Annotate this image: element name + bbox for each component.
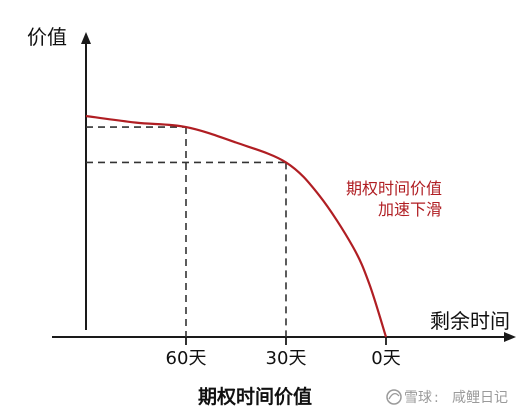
reference-guides <box>86 126 287 337</box>
chart-title: 期权时间价值 <box>198 385 312 408</box>
x-axis-label: 剩余时间 <box>430 309 510 333</box>
x-tick-label: 0天 <box>371 348 400 369</box>
watermark-separator: : <box>434 390 439 406</box>
y-axis-arrow <box>81 32 91 44</box>
x-axis-arrow <box>504 332 516 342</box>
watermark: 雪球 : 咸鲤日记 <box>386 389 508 406</box>
y-axis-label: 价值 <box>27 25 67 49</box>
time-value-curve <box>85 114 388 338</box>
x-tick-label: 60天 <box>166 348 207 369</box>
annotation-line-1: 期权时间价值 <box>346 179 442 198</box>
watermark-author: 咸鲤日记 <box>452 390 508 406</box>
snowball-logo-mark <box>388 392 400 400</box>
annotation-line-2: 加速下滑 <box>378 200 442 219</box>
snowball-logo-icon <box>386 389 402 405</box>
x-tick-label: 30天 <box>266 348 307 369</box>
watermark-brand: 雪球 <box>404 390 432 406</box>
x-ticks: 60天 30天 0天 <box>166 337 401 369</box>
